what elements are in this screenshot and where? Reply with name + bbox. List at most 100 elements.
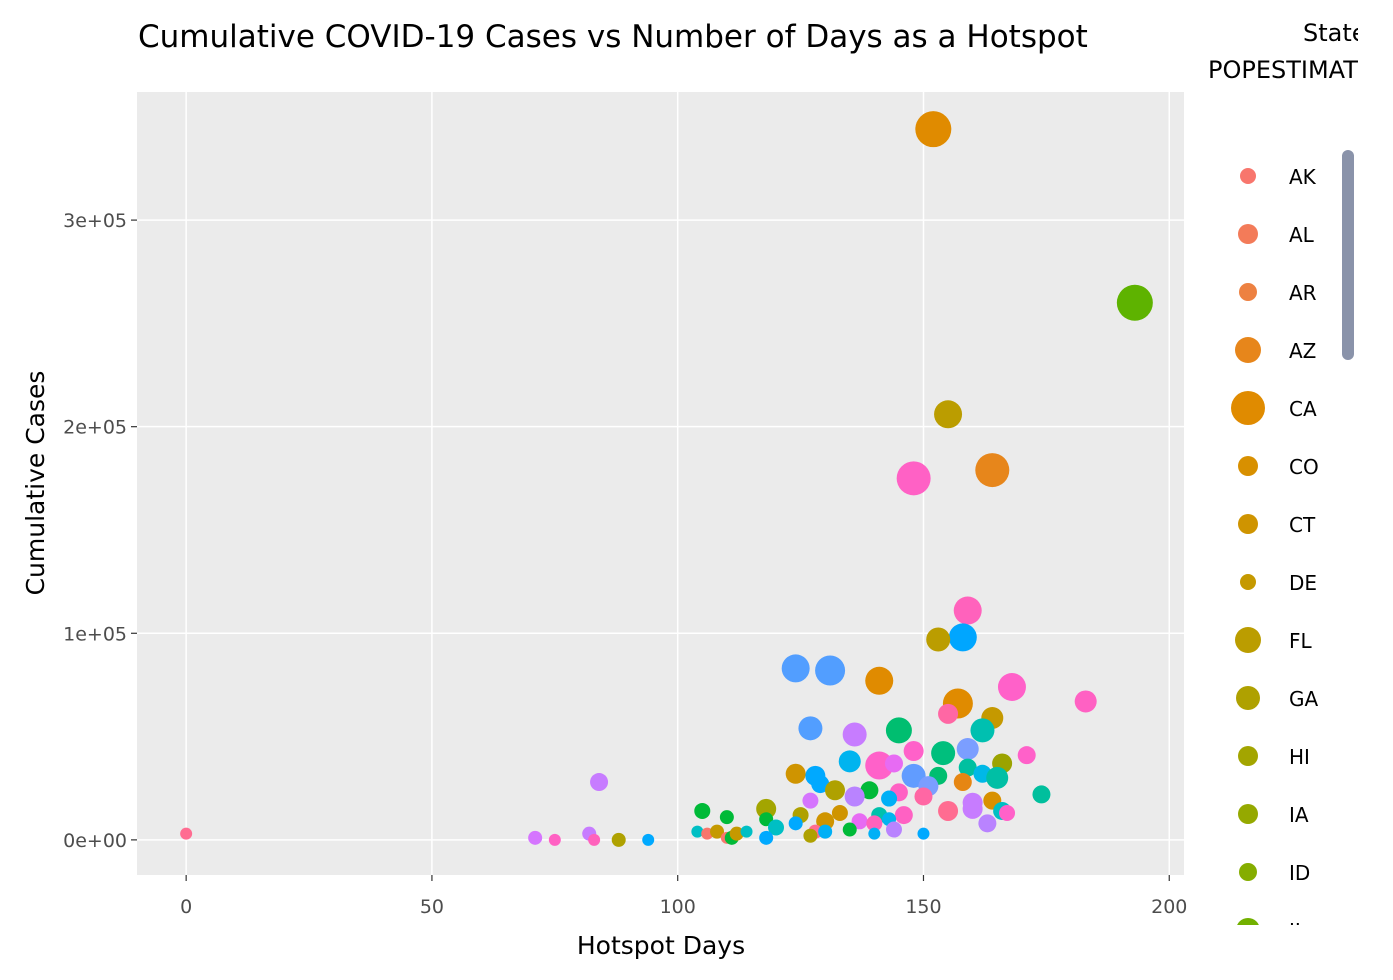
legend-key: [1239, 283, 1257, 301]
y-tick-label: 1e+05: [63, 623, 127, 645]
legend-title-line-1: State: [1303, 19, 1367, 47]
data-point: [914, 787, 933, 806]
data-point: [958, 758, 977, 777]
legend-scrollbar[interactable]: [1342, 150, 1354, 360]
data-point: [590, 773, 609, 792]
x-tick-label: 200: [1151, 896, 1187, 918]
data-point: [915, 111, 952, 148]
legend-key: [1231, 391, 1265, 425]
legend-key: [1240, 168, 1256, 184]
data-point: [881, 790, 898, 807]
data-point: [788, 816, 803, 831]
data-point: [528, 830, 543, 845]
legend-key: [1238, 456, 1258, 476]
data-point: [1074, 690, 1097, 713]
data-point: [691, 825, 704, 838]
y-axis-title: Cumulative Cases: [21, 371, 50, 596]
data-point: [865, 751, 894, 780]
data-point: [818, 824, 833, 839]
data-point: [1032, 785, 1051, 804]
data-point: [986, 766, 1009, 789]
legend-key: [1236, 686, 1260, 710]
x-axis-title: Hotspot Days: [577, 931, 745, 960]
data-point: [938, 800, 959, 821]
x-axis-ticks: 0 50 100 150 200: [180, 875, 1187, 918]
data-point: [865, 666, 894, 695]
data-point: [931, 741, 956, 766]
chart-title: Cumulative COVID-19 Cases vs Number of D…: [138, 19, 1088, 55]
legend-label: DE: [1289, 571, 1317, 595]
x-tick-label: 150: [905, 896, 941, 918]
legend-key: [1240, 574, 1256, 590]
data-point: [1017, 746, 1036, 765]
legend-key: [1238, 804, 1258, 824]
legend-key: [1237, 918, 1259, 925]
data-point: [642, 833, 655, 846]
data-point: [934, 400, 963, 429]
plot-panel: [137, 92, 1184, 875]
data-point: [953, 773, 972, 792]
data-point: [785, 763, 806, 784]
legend-key: [1238, 514, 1258, 534]
data-point: [917, 827, 930, 840]
data-point: [803, 828, 818, 843]
legend-key: [1238, 224, 1258, 244]
x-tick-label: 50: [420, 896, 444, 918]
legend: State POPESTIMATE2019 AK AL AR AZ CA CO CT DE FL…: [1208, 19, 1367, 943]
data-point: [885, 821, 902, 838]
legend-label: ID: [1289, 861, 1310, 885]
data-point: [948, 623, 977, 652]
data-point: [860, 781, 879, 800]
legend-key: [1235, 337, 1261, 363]
data-point: [694, 802, 711, 819]
data-point: [831, 805, 848, 822]
legend-key: [1235, 627, 1261, 653]
legend-label: GA: [1289, 687, 1318, 711]
data-point: [759, 830, 774, 845]
data-point: [842, 722, 867, 747]
legend-label: CO: [1289, 455, 1319, 479]
data-point: [938, 703, 959, 724]
data-point: [548, 833, 561, 846]
data-point: [851, 813, 868, 830]
data-point: [896, 461, 931, 496]
data-points: [180, 111, 1153, 847]
data-point: [962, 798, 983, 819]
data-point: [842, 822, 857, 837]
data-point: [180, 827, 193, 840]
data-point: [802, 792, 819, 809]
legend-key: [1238, 746, 1258, 766]
y-axis-ticks: 0e+00 1e+05 2e+05 3e+05: [63, 210, 137, 852]
grid-lines: [137, 92, 1184, 875]
legend-label: AZ: [1289, 339, 1316, 363]
data-point: [956, 737, 979, 760]
data-point: [729, 826, 744, 841]
data-point: [903, 741, 924, 762]
data-point: [768, 819, 785, 836]
legend-label: CT: [1289, 513, 1316, 537]
data-point: [1116, 284, 1153, 321]
data-point: [975, 453, 1010, 488]
data-point: [719, 810, 734, 825]
data-point: [999, 805, 1016, 822]
legend-label: FL: [1289, 629, 1313, 653]
data-point: [885, 717, 912, 744]
data-point: [926, 627, 951, 652]
legend-entries: AK AL AR AZ CA CO CT DE FL GA HI IA ID IL: [1231, 165, 1319, 943]
data-point: [838, 750, 861, 773]
legend-label: AL: [1289, 223, 1315, 247]
legend-label: HI: [1289, 745, 1310, 769]
legend-label: AR: [1289, 281, 1317, 305]
data-point: [781, 654, 810, 683]
data-point: [588, 833, 601, 846]
legend-label: IL: [1289, 919, 1307, 943]
legend-key: [1239, 863, 1257, 881]
data-point: [740, 825, 753, 838]
data-point: [816, 812, 835, 831]
legend-label: IA: [1289, 803, 1309, 827]
data-point: [825, 780, 845, 801]
data-point: [844, 786, 865, 807]
y-tick-label: 3e+05: [63, 210, 127, 232]
x-tick-label: 0: [180, 896, 192, 918]
data-point: [756, 798, 777, 819]
